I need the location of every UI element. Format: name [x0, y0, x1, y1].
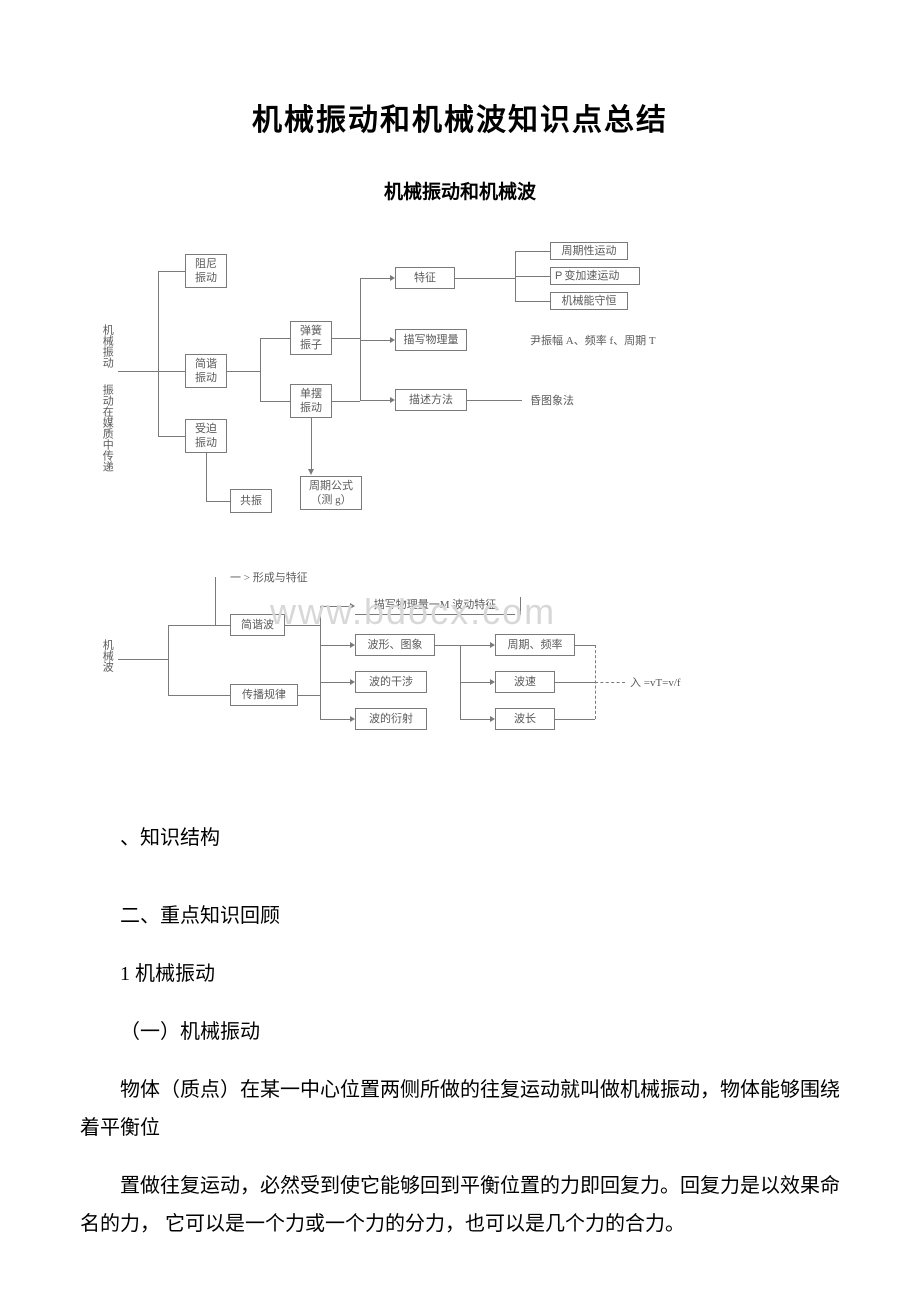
- r-varacc: P 变加速运动: [550, 267, 640, 285]
- node-interference: 波的干涉: [355, 671, 427, 693]
- node-physics-qty: 描写物理量: [395, 329, 467, 351]
- p3: 1 机械振动: [80, 955, 840, 993]
- node-propagation: 传播规律: [230, 684, 298, 706]
- p4: （一）机械振动: [80, 1013, 840, 1051]
- top-label-formation: 一 > 形成与特征: [230, 569, 308, 585]
- formula-label: 入 =vT=v/f: [630, 674, 681, 690]
- p5: 物体（质点）在某一中心位置两侧所做的往复运动就叫做机械振动，物体能够围绕着平衡位: [80, 1071, 840, 1147]
- node-damped: 阻尼振动: [185, 254, 227, 288]
- side-label-wave: 机械波: [100, 639, 113, 672]
- r2-text: 变加速运动: [564, 269, 619, 283]
- node-diffraction: 波的衍射: [355, 708, 427, 730]
- side-label-1: 机械振动: [100, 324, 113, 368]
- body-text: 、知识结构 二、重点知识回顾 1 机械振动 （一）机械振动 物体（质点）在某一中…: [80, 819, 840, 1243]
- node-wave-qty: 描写物理量一M 波动特征: [355, 597, 515, 615]
- r-periodic: 周期性运动: [550, 242, 628, 260]
- node-shm: 简谐振动: [185, 354, 227, 388]
- r-amp-freq: 尹振幅 A、频率 f、周期 T: [530, 332, 656, 348]
- diagrams-container: 机械振动 振动在媒质中传递 阻尼振动 简谐振动 受迫振动 共振 弹簧振子 单摆振…: [100, 239, 820, 799]
- p1: 、知识结构: [80, 819, 840, 857]
- node-period-formula: 周期公式（测 g）: [300, 476, 362, 510]
- side-label-2: 振动在媒质中传递: [100, 384, 113, 472]
- node-resonance: 共振: [230, 489, 272, 513]
- node-simple-wave: 简谐波: [230, 614, 285, 636]
- p2: 二、重点知识回顾: [80, 897, 840, 935]
- node-speed: 波速: [495, 671, 555, 693]
- page-title: 机械振动和机械波知识点总结: [0, 0, 920, 139]
- node-wavelength: 波长: [495, 708, 555, 730]
- r-graph: 昏图象法: [530, 392, 574, 408]
- node-spring: 弹簧振子: [290, 321, 332, 355]
- node-method: 描述方法: [395, 389, 467, 411]
- p6: 置做往复运动，必然受到使它能够回到平衡位置的力即回复力。回复力是以效果命名的力，…: [80, 1167, 840, 1243]
- r2-prefix: P: [555, 269, 562, 283]
- r-energy: 机械能守恒: [550, 292, 628, 310]
- node-features: 特征: [395, 267, 455, 289]
- subtitle: 机械振动和机械波: [0, 177, 920, 204]
- node-pendulum: 单摆振动: [290, 384, 332, 418]
- node-forced: 受迫振动: [185, 419, 227, 453]
- node-waveform: 波形、图象: [355, 634, 435, 656]
- node-period-freq: 周期、频率: [495, 634, 575, 656]
